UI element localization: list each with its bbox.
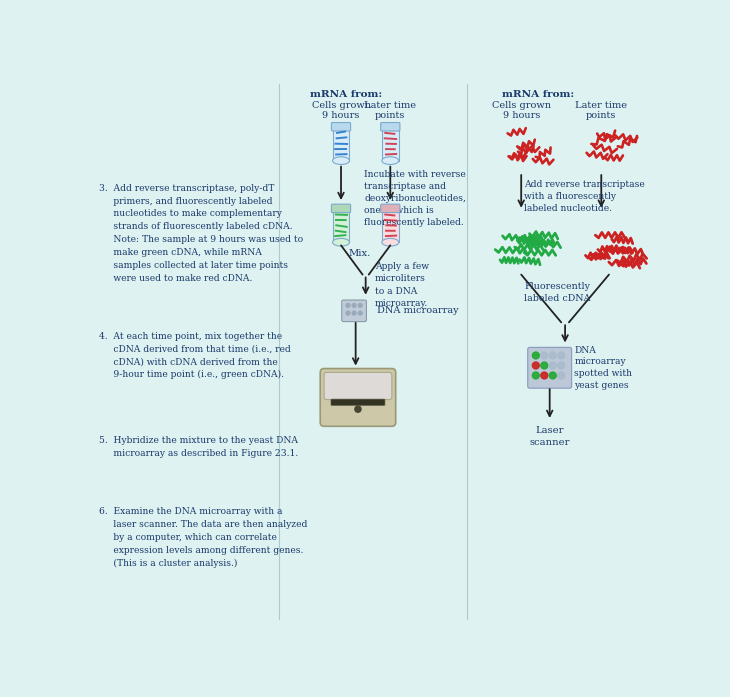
Circle shape	[358, 303, 362, 307]
Text: Later time
points: Later time points	[575, 100, 627, 120]
Circle shape	[549, 372, 556, 379]
Text: Laser
scanner: Laser scanner	[529, 427, 570, 447]
Circle shape	[558, 352, 565, 359]
Text: Cells grown
9 hours: Cells grown 9 hours	[312, 100, 371, 120]
Bar	[382, 128, 399, 160]
Ellipse shape	[382, 157, 399, 164]
Circle shape	[532, 362, 539, 369]
Circle shape	[352, 303, 356, 307]
FancyBboxPatch shape	[331, 204, 350, 213]
Circle shape	[532, 352, 539, 359]
Circle shape	[541, 362, 548, 369]
Text: Incubate with reverse
transcriptase and
deoxyribonucleotides,
one of which is
fl: Incubate with reverse transcriptase and …	[364, 170, 466, 227]
Ellipse shape	[333, 238, 350, 246]
FancyBboxPatch shape	[342, 300, 366, 321]
Circle shape	[352, 311, 356, 315]
FancyBboxPatch shape	[331, 123, 350, 131]
FancyBboxPatch shape	[380, 204, 400, 213]
Text: mRNA from:: mRNA from:	[502, 90, 575, 99]
Circle shape	[532, 372, 539, 379]
Text: Later time
points: Later time points	[364, 100, 416, 120]
Bar	[382, 210, 399, 243]
FancyBboxPatch shape	[331, 399, 385, 406]
Bar	[333, 210, 350, 243]
Text: DNA microarray: DNA microarray	[377, 306, 459, 315]
Text: DNA
microarray
spotted with
yeast genes: DNA microarray spotted with yeast genes	[575, 346, 632, 390]
FancyBboxPatch shape	[380, 123, 400, 131]
Text: 5.  Hybridize the mixture to the yeast DNA
     microarray as described in Figur: 5. Hybridize the mixture to the yeast DN…	[99, 436, 299, 458]
FancyBboxPatch shape	[528, 347, 572, 388]
Circle shape	[355, 406, 361, 412]
Ellipse shape	[333, 157, 350, 164]
FancyBboxPatch shape	[320, 369, 396, 427]
Circle shape	[549, 352, 556, 359]
Text: Cells grown
9 hours: Cells grown 9 hours	[492, 100, 550, 120]
Circle shape	[558, 362, 565, 369]
Circle shape	[558, 372, 565, 379]
Text: 6.  Examine the DNA microarray with a
     laser scanner. The data are then anal: 6. Examine the DNA microarray with a las…	[99, 507, 307, 568]
Bar	[333, 128, 350, 160]
FancyBboxPatch shape	[324, 372, 392, 399]
Text: 4.  At each time point, mix together the
     cDNA derived from that time (i.e.,: 4. At each time point, mix together the …	[99, 332, 291, 379]
Circle shape	[541, 372, 548, 379]
Circle shape	[346, 303, 350, 307]
Ellipse shape	[382, 238, 399, 246]
Circle shape	[549, 362, 556, 369]
Text: Add reverse transcriptase
with a fluorescently
labeled nucleotide.: Add reverse transcriptase with a fluores…	[524, 180, 645, 213]
Circle shape	[346, 311, 350, 315]
Text: Apply a few
microliters
to a DNA
microarray.: Apply a few microliters to a DNA microar…	[375, 262, 429, 308]
Circle shape	[358, 311, 362, 315]
Text: Fluorescently
labeled cDNA: Fluorescently labeled cDNA	[524, 282, 591, 302]
Circle shape	[541, 352, 548, 359]
Text: Mix.: Mix.	[348, 250, 371, 258]
Text: mRNA from:: mRNA from:	[310, 90, 383, 99]
Text: 3.  Add reverse transcriptase, poly-dT
     primers, and fluorescently labeled
 : 3. Add reverse transcriptase, poly-dT pr…	[99, 184, 304, 283]
